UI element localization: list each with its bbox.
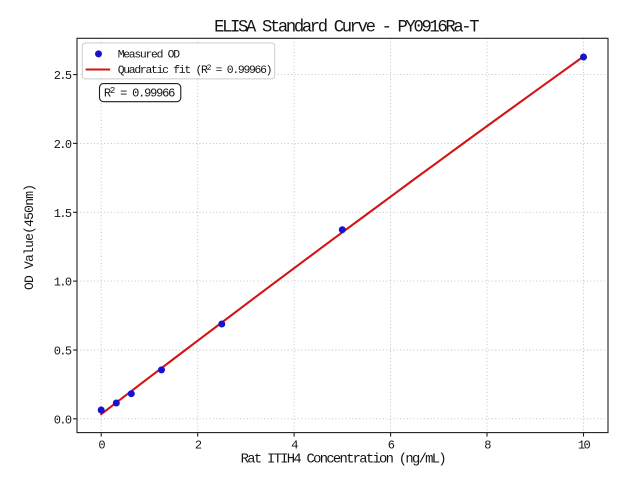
svg-text:Measured OD: Measured OD xyxy=(118,49,181,61)
svg-text:R2 = 0.99966: R2 = 0.99966 xyxy=(104,86,175,101)
svg-text:2.5: 2.5 xyxy=(54,69,72,83)
svg-text:2.0: 2.0 xyxy=(54,138,72,152)
svg-text:0.0: 0.0 xyxy=(54,413,72,427)
svg-text:8: 8 xyxy=(484,438,491,452)
svg-text:1.5: 1.5 xyxy=(54,207,72,221)
svg-text:2: 2 xyxy=(195,438,202,452)
svg-text:10: 10 xyxy=(578,438,591,452)
svg-text:Quadratic fit (R2 = 0.99966): Quadratic fit (R2 = 0.99966) xyxy=(118,64,272,77)
svg-text:6: 6 xyxy=(388,438,395,452)
svg-text:0: 0 xyxy=(98,438,105,452)
svg-text:Rat ITIH4 Concentration (ng/mL: Rat ITIH4 Concentration (ng/mL) xyxy=(241,451,445,467)
svg-text:4: 4 xyxy=(291,438,298,452)
svg-text:OD Value(450nm): OD Value(450nm) xyxy=(22,185,37,290)
svg-text:1.0: 1.0 xyxy=(54,276,72,290)
svg-text:0.5: 0.5 xyxy=(54,345,72,359)
svg-text:ELISA Standard Curve - PY0916R: ELISA Standard Curve - PY0916Ra-T xyxy=(214,19,479,38)
